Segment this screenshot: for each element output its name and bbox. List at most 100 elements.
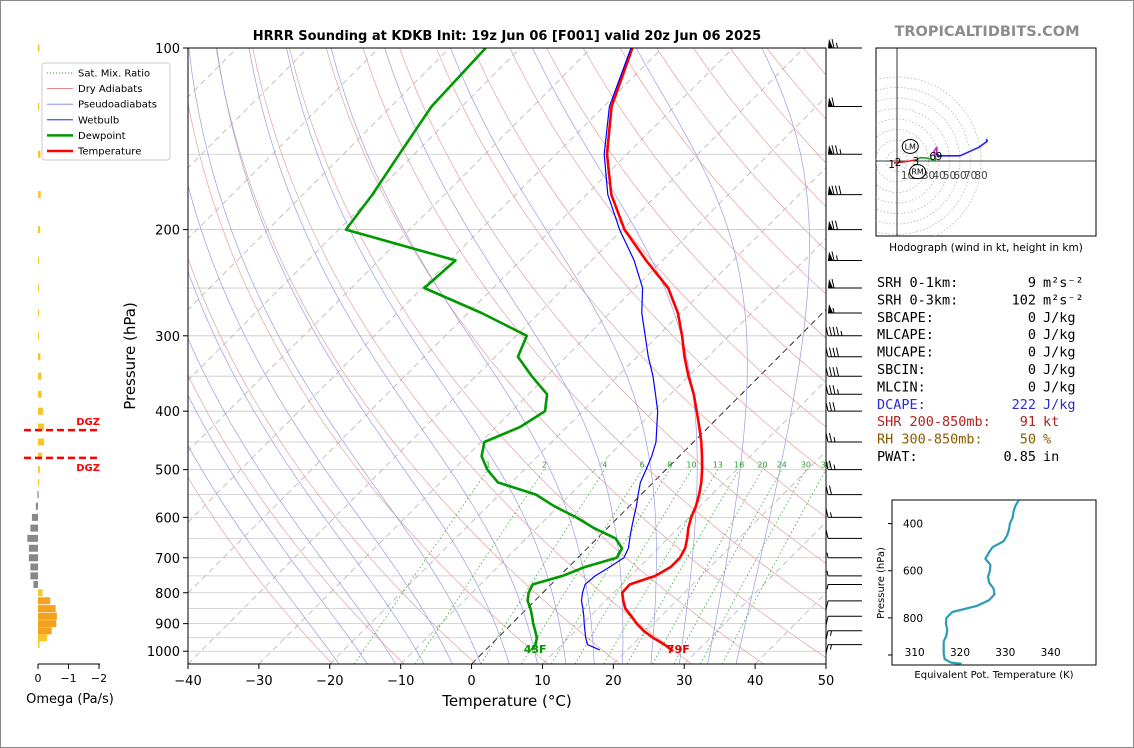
parameter-row: SBCIN: 0 J/kg xyxy=(877,362,1076,378)
parameter-unit: J/kg xyxy=(1043,379,1076,395)
parameter-row: RH 300-850mb: 50% xyxy=(877,432,1051,448)
omega-bar xyxy=(38,256,40,264)
hodograph-ring-label: 40 xyxy=(932,170,945,182)
barb-flag xyxy=(829,367,832,377)
parameter-value: 0.85 xyxy=(1003,449,1036,465)
x-tick-label: −10 xyxy=(387,674,414,689)
wind-barb xyxy=(825,347,862,358)
mixing-ratio-labels: 1 2 4 6 8 10 13 16 20 24 30 36 xyxy=(485,461,830,470)
y-tick-label: 200 xyxy=(155,224,180,239)
barb-flag xyxy=(825,616,829,626)
omega-bars xyxy=(27,44,57,649)
pseudoadiabat-line xyxy=(188,444,340,664)
legend-entry: Wetbulb xyxy=(78,115,119,126)
theta-e-y-label: Pressure (hPa) xyxy=(876,547,887,619)
parameter-table: SRH 0-1km: 9 m²s⁻² SRH 0-3km: 102 m²s⁻² SBCAPE… xyxy=(877,275,1084,465)
dry-adiabat-line xyxy=(582,48,826,339)
barb-flag xyxy=(829,402,832,412)
barb-half-flag xyxy=(837,389,839,395)
barb-flag xyxy=(831,251,835,261)
storm-motion-label: LM xyxy=(905,142,916,151)
barb-flag xyxy=(825,432,829,443)
x-tick-label: 0 xyxy=(467,674,475,689)
mixing-ratio-line xyxy=(626,469,740,664)
parameter-label: SBCIN: xyxy=(877,362,926,378)
barb-flag xyxy=(832,347,836,357)
barb-flag xyxy=(825,485,829,495)
barb-flag xyxy=(825,529,829,539)
theta-e-x-tick-label: 310 xyxy=(905,647,925,659)
wind-barb xyxy=(826,552,862,559)
parameter-row: SHR 200-850mb: 91 kt xyxy=(877,414,1059,430)
skewt-profiles xyxy=(344,48,704,653)
x-tick-label: 20 xyxy=(605,674,622,689)
wind-barb xyxy=(825,385,862,395)
parameter-label: PWAT: xyxy=(877,449,918,465)
hodograph-trace xyxy=(932,146,938,155)
isotherm-line xyxy=(613,450,826,664)
isotherm-line xyxy=(683,521,826,664)
legend-entry: Pseudoadiabats xyxy=(78,100,157,111)
parameter-unit: in xyxy=(1043,449,1059,465)
barb-flag xyxy=(835,220,838,230)
isotherm-line xyxy=(329,167,826,664)
dry-adiabat-line xyxy=(252,48,692,664)
x-tick-label: 50 xyxy=(818,674,835,689)
hodograph-caption: Hodograph (wind in kt, height in km) xyxy=(889,242,1083,254)
parameter-value: 0 xyxy=(1028,327,1036,343)
omega-bar xyxy=(38,620,57,628)
hodograph-height-label: 6 xyxy=(929,151,936,163)
barb-half-flag xyxy=(840,330,843,336)
omega-bar xyxy=(33,580,38,588)
dry-adiabat-line xyxy=(362,48,826,611)
barb-half-flag xyxy=(830,512,832,518)
x-tick-label: 40 xyxy=(747,674,764,689)
parameter-label: DCAPE: xyxy=(877,397,926,413)
barb-flag xyxy=(825,367,829,377)
barb-flag xyxy=(829,385,832,395)
barb-pennant xyxy=(828,304,833,314)
barb-flag xyxy=(832,326,836,336)
isotherm-line xyxy=(188,48,592,452)
parameter-label: MLCIN: xyxy=(877,379,926,395)
barb-flag xyxy=(825,347,829,357)
barb-pennant xyxy=(828,39,833,48)
pseudoadiabat-line xyxy=(384,48,624,664)
wind-barb xyxy=(825,432,862,443)
wind-barb xyxy=(825,367,862,377)
mixing-ratio-label: 24 xyxy=(777,461,787,470)
parameter-value: 9 xyxy=(1028,275,1036,291)
parameter-label: MLCAPE: xyxy=(877,327,934,343)
parameter-value: 102 xyxy=(1012,292,1036,308)
y-tick-label: 800 xyxy=(155,587,180,602)
isotherm-line xyxy=(188,48,309,169)
omega-bar xyxy=(38,466,40,474)
dry-adiabat-line xyxy=(188,374,405,664)
barb-flag xyxy=(836,347,839,357)
pseudoadiabat-line xyxy=(188,184,453,664)
parameter-unit: m²s⁻² xyxy=(1043,275,1084,291)
barb-flag xyxy=(831,97,835,107)
omega-bar xyxy=(38,438,45,446)
pseudoadiabat-line xyxy=(450,48,657,664)
skewt-guide-lines xyxy=(188,48,826,664)
hodograph-height-label: 3 xyxy=(913,156,920,168)
parameter-value: 0 xyxy=(1028,379,1036,395)
theta-e-y-tick-label: 400 xyxy=(903,519,923,531)
x-axis-label: Temperature (°C) xyxy=(441,692,571,710)
omega-bar xyxy=(30,524,38,532)
barb-flag xyxy=(831,220,835,230)
barb-flag xyxy=(825,385,829,395)
dry-adiabat-line xyxy=(436,48,826,518)
parameter-value: 91 xyxy=(1020,414,1036,430)
barb-pennant xyxy=(828,185,833,195)
omega-bar xyxy=(38,634,48,642)
x-tick-label: −30 xyxy=(245,674,272,689)
theta-e-line xyxy=(942,500,1020,665)
dry-adiabat-line xyxy=(509,48,826,428)
parameter-value: 50 xyxy=(1020,432,1036,448)
parameter-unit: J/kg xyxy=(1043,362,1076,378)
pseudoadiabat-line xyxy=(286,48,567,664)
watermark: TROPICALTIDBITS.COM xyxy=(894,24,1079,40)
